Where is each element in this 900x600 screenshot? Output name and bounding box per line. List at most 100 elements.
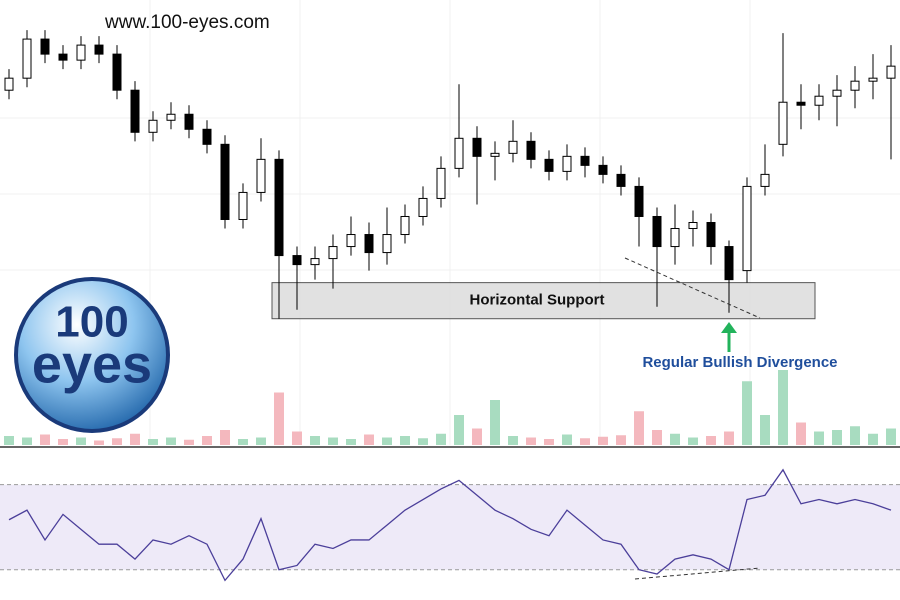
- candle-body: [616, 173, 626, 187]
- volume-bar: [562, 434, 572, 445]
- volume-bar: [544, 439, 554, 445]
- volume-bar: [436, 433, 446, 445]
- candle-body: [688, 222, 698, 230]
- candle-body: [868, 77, 878, 82]
- candle-body: [778, 101, 788, 145]
- volume-bar: [346, 439, 356, 445]
- volume-bar: [742, 381, 752, 445]
- candle-body: [346, 234, 356, 248]
- volume-bar: [508, 436, 518, 445]
- candle-body: [706, 222, 716, 248]
- volume-bar: [220, 430, 230, 445]
- candle-body: [112, 53, 122, 91]
- rsi-layer: [0, 468, 900, 582]
- rsi-line: [8, 468, 892, 582]
- rsi-band: [0, 484, 900, 570]
- volume-bar: [868, 433, 878, 445]
- candle-layer: [4, 30, 896, 319]
- candle-body: [418, 197, 428, 217]
- candle-body: [238, 191, 248, 220]
- volume-bar: [22, 437, 32, 445]
- volume-bar: [418, 438, 428, 445]
- candle-body: [598, 164, 608, 175]
- candle-body: [40, 38, 50, 55]
- volume-bar: [310, 436, 320, 445]
- volume-bar: [130, 433, 140, 445]
- price-divergence-line: [624, 257, 761, 319]
- volume-bar: [490, 400, 500, 445]
- logo: 100 eyes: [14, 277, 170, 433]
- volume-bar: [274, 392, 284, 445]
- candle-body: [652, 215, 662, 248]
- volume-bar: [112, 438, 122, 445]
- volume-bar: [454, 415, 464, 445]
- candle-body: [580, 155, 590, 166]
- candle-body: [796, 101, 806, 106]
- candle-body: [886, 65, 896, 79]
- candle-body: [22, 38, 32, 79]
- candle-body: [400, 215, 410, 236]
- candle-body: [310, 258, 320, 266]
- volume-bar: [148, 439, 158, 445]
- volume-bar: [472, 428, 482, 445]
- candle-body: [760, 173, 770, 187]
- candle-body: [328, 246, 338, 260]
- volume-bar: [238, 439, 248, 445]
- candle-body: [202, 128, 212, 145]
- support-zone: [271, 282, 816, 320]
- annotation: Regular Bullish Divergence: [642, 354, 837, 371]
- candle-body: [814, 95, 824, 106]
- candle-body: [832, 89, 842, 97]
- volume-bar: [778, 370, 788, 445]
- volume-bar: [724, 431, 734, 445]
- volume-bar: [796, 422, 806, 445]
- candle-body: [274, 158, 284, 257]
- candle-body: [4, 77, 14, 91]
- candle-body: [490, 152, 500, 157]
- volume-bar: [58, 439, 68, 445]
- watermark: www.100-eyes.com: [104, 12, 270, 33]
- candle-body: [562, 155, 572, 172]
- candle-body: [724, 246, 734, 281]
- volume-bar: [616, 435, 626, 445]
- candle-body: [130, 89, 140, 133]
- support-label: Horizontal Support: [470, 292, 605, 309]
- logo-top: 100: [55, 298, 128, 347]
- volume-bar: [886, 428, 896, 445]
- candle-body: [58, 53, 68, 61]
- candle-body: [94, 44, 104, 55]
- candle-body: [436, 167, 446, 199]
- volume-bar: [328, 437, 338, 445]
- candle-body: [508, 140, 518, 154]
- volume-bar: [256, 437, 266, 445]
- logo-bottom: eyes: [32, 334, 152, 394]
- volume-layer: [4, 370, 896, 445]
- candle-body: [382, 234, 392, 254]
- volume-bar: [76, 437, 86, 445]
- candle-body: [454, 137, 464, 169]
- arrow-head: [721, 322, 737, 333]
- candle-body: [364, 234, 374, 254]
- volume-bar: [400, 436, 410, 445]
- volume-bar: [382, 437, 392, 445]
- volume-bar: [4, 436, 14, 445]
- volume-bar: [832, 430, 842, 445]
- candle-body: [148, 119, 158, 133]
- candle-body: [472, 137, 482, 157]
- volume-bar: [598, 436, 608, 445]
- candle-body: [220, 143, 230, 220]
- volume-bar: [652, 430, 662, 445]
- volume-bar: [184, 439, 194, 445]
- volume-bar: [166, 437, 176, 445]
- volume-bar: [634, 411, 644, 445]
- candle-body: [544, 158, 554, 172]
- volume-bar: [706, 436, 716, 445]
- volume-bar: [94, 440, 104, 445]
- candle-body: [184, 113, 194, 130]
- volume-bar: [814, 431, 824, 445]
- support-layer: Horizontal Support: [271, 282, 816, 320]
- candle-body: [526, 140, 536, 160]
- volume-bar: [760, 415, 770, 445]
